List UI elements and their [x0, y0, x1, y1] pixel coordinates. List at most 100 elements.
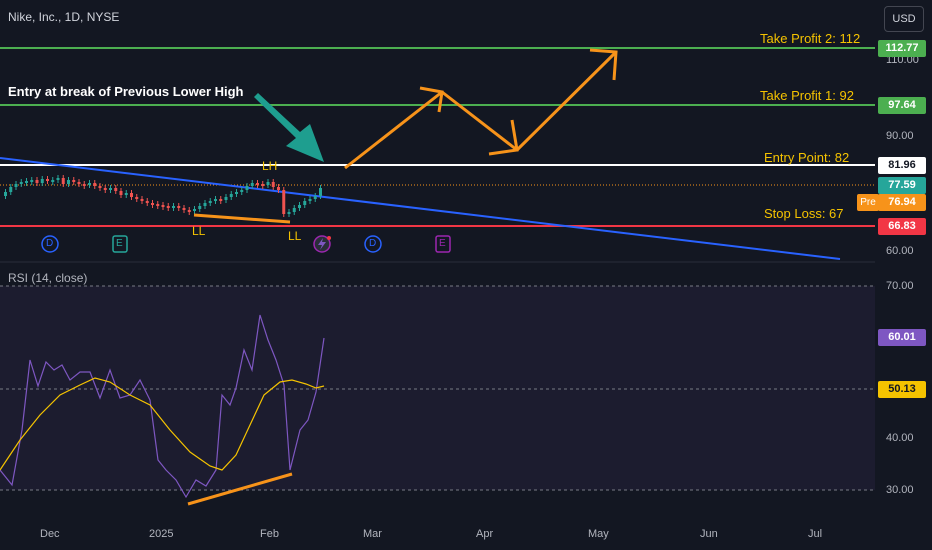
candle-body — [109, 188, 112, 190]
candle-body — [51, 180, 55, 182]
candle-body — [151, 203, 154, 205]
rsi-value-tag: 60.01 — [878, 329, 926, 346]
take-profit-1-tag: 97.64 — [878, 97, 926, 114]
candle-body — [135, 197, 139, 199]
dividend-marker-1[interactable]: D — [46, 238, 54, 249]
symbol-title[interactable]: Nike, Inc., 1D, NYSE — [8, 10, 120, 24]
time-axis-label: Jun — [700, 528, 718, 540]
rsi-axis-label: 40.00 — [886, 432, 914, 444]
time-axis-label: 2025 — [149, 528, 174, 540]
candle-body — [313, 196, 317, 199]
candle-body — [119, 191, 123, 195]
candle-body — [82, 184, 86, 186]
rsi-divergence-line — [187, 472, 293, 506]
take-profit-2-tag: 112.77 — [878, 40, 926, 57]
earnings-marker-1[interactable]: E — [116, 238, 123, 249]
candle-body — [14, 184, 18, 187]
candle-body — [208, 201, 212, 203]
candle-body — [30, 180, 34, 182]
projection-arrow-1 — [419, 86, 444, 113]
take-profit-2-label: Take Profit 2: 112 — [760, 31, 861, 46]
candle-body — [198, 206, 202, 209]
candle-body — [224, 197, 228, 200]
candle-body — [56, 178, 60, 180]
lower-high-mark: LH — [262, 159, 278, 173]
candle-body — [235, 192, 238, 194]
candle-body — [19, 182, 23, 184]
rsi-indicator-label[interactable]: RSI (14, close) — [8, 271, 88, 285]
candle-body — [4, 192, 7, 196]
candle-body — [46, 179, 49, 181]
event-markers — [41, 235, 451, 253]
price-axis-label: 90.00 — [886, 130, 914, 142]
lower-low-mark-1: LL — [192, 224, 206, 238]
candle-body — [319, 188, 322, 196]
candle-body — [9, 187, 13, 192]
time-axis-label: Mar — [363, 528, 382, 540]
time-axis-label: Jul — [808, 528, 823, 540]
rsi-axis-label: 30.00 — [886, 484, 914, 496]
stop-loss-label: Stop Loss: 67 — [764, 206, 844, 221]
candle-body — [271, 182, 275, 187]
rsi-line — [0, 314, 325, 499]
candle-body — [193, 209, 196, 211]
rsi-axis-label: 70.00 — [886, 280, 914, 292]
projection-arrow-3 — [589, 48, 618, 81]
candle-body — [77, 182, 81, 184]
candle-body — [282, 190, 286, 214]
candle-body — [303, 201, 307, 205]
price-axis-label: 60.00 — [886, 245, 914, 257]
projection-arrow-2 — [488, 119, 519, 156]
stop-loss-tag: 66.83 — [878, 218, 926, 235]
rsi-ma-line — [0, 377, 325, 471]
candle-body — [156, 204, 160, 206]
candle-body — [298, 205, 301, 208]
candle-body — [114, 188, 118, 191]
entry-note: Entry at break of Previous Lower High — [8, 84, 244, 99]
candle-body — [40, 179, 44, 183]
candle-body — [277, 187, 280, 190]
entry-label: Entry Point: 82 — [764, 150, 850, 165]
candle-body — [177, 206, 181, 208]
candle-body — [166, 206, 170, 208]
candle-body — [214, 199, 217, 201]
candle-body — [124, 193, 128, 195]
rsi-ma-tag: 50.13 — [878, 381, 926, 398]
candle-body — [25, 181, 28, 183]
dividend-marker-2[interactable]: D — [369, 238, 377, 249]
candle-body — [203, 203, 207, 206]
projection-path — [344, 50, 618, 170]
candle-body — [261, 184, 265, 186]
candle-body — [140, 199, 144, 201]
price-divergence-line — [193, 213, 291, 224]
candle-body — [61, 178, 65, 184]
candle-body — [72, 180, 76, 182]
time-axis-label: May — [588, 528, 609, 540]
descending-trendline — [0, 157, 841, 260]
candle-body — [287, 212, 291, 214]
pre-market-label: Pre — [857, 194, 879, 211]
lower-low-mark-2: LL — [288, 229, 302, 243]
candle-body — [182, 208, 186, 210]
take-profit-1-label: Take Profit 1: 92 — [760, 88, 854, 103]
candle-body — [98, 186, 102, 188]
candle-body — [308, 199, 312, 201]
last-price-tag: 77.59 — [878, 177, 926, 194]
currency-button[interactable]: USD — [884, 6, 924, 32]
price-axis-label: 110.00 — [886, 54, 919, 66]
entry-pointer-arrow — [254, 93, 324, 162]
candle-body — [161, 205, 165, 207]
candle-body — [250, 183, 254, 186]
candle-body — [292, 208, 296, 212]
time-axis-label: Dec — [40, 528, 60, 540]
candle-body — [172, 206, 175, 208]
candle-body — [67, 180, 70, 184]
candle-body — [229, 194, 233, 197]
entry-tag: 81.96 — [878, 157, 926, 174]
pre-market-tag: 76.94 — [878, 194, 926, 211]
candle-body — [266, 182, 270, 185]
earnings-marker-2[interactable]: E — [439, 238, 446, 249]
candle-body — [130, 193, 133, 197]
